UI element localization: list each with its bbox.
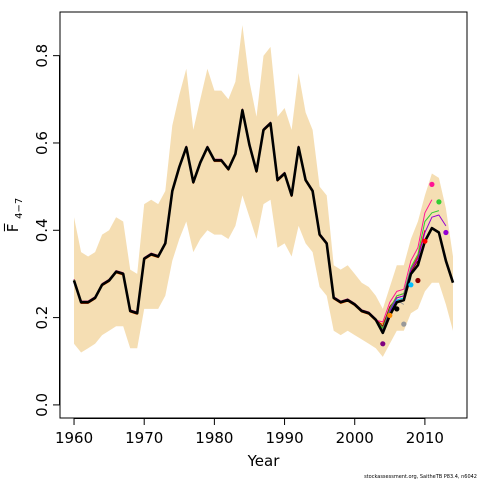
- x-axis: 1960 1970 1980 1990 2000 2010: [55, 418, 444, 447]
- x-tick-label: 2000: [336, 429, 374, 447]
- x-tick-label: 1980: [195, 429, 233, 447]
- footnote: stockassessment.org, SaitheTB P83.4, n60…: [364, 474, 477, 480]
- y-tick-label: 0.6: [33, 131, 51, 155]
- y-tick-label: 0.4: [33, 218, 51, 242]
- confidence-band-area: [74, 25, 453, 357]
- series-end-point: [422, 238, 428, 244]
- x-tick-label: 1990: [265, 429, 303, 447]
- y-tick-label: 0.8: [33, 44, 51, 68]
- series-end-points: [380, 181, 449, 347]
- series-end-point: [436, 199, 442, 205]
- series-end-point: [408, 282, 414, 288]
- series-end-point: [429, 181, 435, 187]
- series-end-point: [387, 312, 393, 318]
- series-end-point: [415, 277, 421, 284]
- confidence-band: [74, 25, 453, 357]
- y-tick-label: 0.2: [33, 306, 51, 330]
- y-axis-title-subscript: 4−7: [14, 198, 25, 219]
- series-end-point: [443, 229, 449, 236]
- y-axis-title: F̅ 4−7: [3, 198, 25, 233]
- series-end-point: [401, 321, 407, 327]
- x-tick-label: 1960: [55, 429, 93, 447]
- y-axis-title-main: F̅: [3, 223, 22, 233]
- y-tick-label: 0.0: [33, 393, 51, 417]
- y-axis: 0.0 0.2 0.4 0.6 0.8: [33, 44, 60, 417]
- x-tick-label: 2010: [406, 429, 444, 447]
- series-end-point: [394, 306, 400, 312]
- svg-text:F̅ 4−7: F̅ 4−7: [3, 198, 25, 233]
- x-tick-label: 1970: [125, 429, 163, 447]
- series-end-point: [380, 341, 386, 347]
- x-axis-title: Year: [247, 452, 281, 470]
